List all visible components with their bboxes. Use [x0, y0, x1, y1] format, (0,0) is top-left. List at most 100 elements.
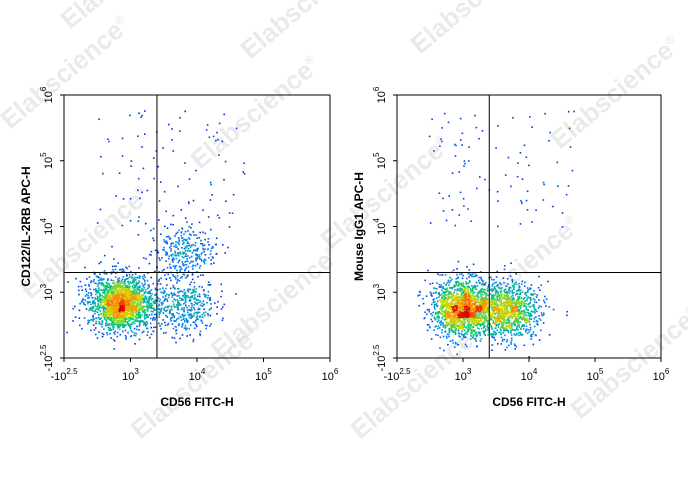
event-dot — [171, 308, 173, 311]
event-dot — [485, 316, 487, 318]
event-dot — [523, 325, 525, 328]
event-dot — [175, 276, 177, 279]
event-dot — [128, 303, 131, 305]
event-dot — [146, 314, 148, 316]
event-dot — [138, 288, 140, 291]
event-dot — [113, 303, 116, 305]
event-dot — [143, 297, 146, 300]
event-dot — [135, 319, 137, 322]
event-dot — [185, 304, 187, 306]
event-dot — [529, 315, 531, 318]
event-dot — [93, 288, 95, 291]
event-dot — [489, 303, 492, 306]
event-dot — [95, 293, 97, 296]
event-dot — [106, 295, 108, 298]
event-dot — [430, 292, 433, 295]
event-dot — [465, 314, 467, 317]
event-dot — [180, 234, 183, 237]
event-dot — [175, 244, 177, 246]
event-dot — [104, 300, 106, 303]
event-dot — [198, 293, 201, 296]
event-dot — [223, 303, 226, 306]
event-dot — [139, 311, 141, 314]
event-dot — [183, 289, 186, 291]
event-dot — [455, 302, 457, 304]
event-dot — [170, 245, 172, 247]
event-dot — [525, 308, 528, 311]
event-dot — [141, 289, 143, 292]
event-dot — [117, 294, 119, 297]
event-dot — [511, 317, 514, 319]
event-dot — [435, 334, 437, 336]
event-dot — [143, 284, 145, 286]
event-dot — [165, 251, 167, 253]
event-dot — [124, 301, 126, 304]
event-dot — [206, 248, 209, 251]
event-dot — [99, 282, 101, 284]
event-dot — [490, 299, 492, 301]
event-dot — [495, 332, 498, 335]
event-dot — [105, 273, 108, 275]
event-dot — [133, 322, 136, 325]
event-dot — [458, 299, 461, 301]
event-dot — [193, 249, 195, 251]
event-dot — [96, 305, 98, 308]
event-dot — [504, 291, 506, 294]
event-dot — [130, 293, 133, 295]
event-dot — [173, 292, 175, 295]
event-dot — [447, 299, 449, 301]
event-dot — [176, 280, 179, 282]
event-dot — [126, 307, 129, 309]
event-dot — [120, 301, 122, 303]
event-dot — [114, 265, 116, 267]
event-dot — [511, 285, 514, 287]
event-dot — [431, 320, 434, 323]
event-dot — [462, 325, 464, 328]
event-dot — [525, 314, 528, 317]
event-dot — [478, 328, 480, 330]
event-dot — [469, 303, 472, 306]
event-dot — [466, 316, 468, 318]
event-dot — [473, 308, 475, 310]
event-dot — [136, 306, 139, 309]
event-dot — [468, 280, 471, 282]
event-dot — [199, 265, 202, 267]
event-dot — [482, 297, 484, 300]
event-dot — [133, 304, 135, 307]
event-dot — [518, 297, 521, 300]
event-dot — [181, 276, 183, 278]
event-dot — [446, 282, 448, 284]
event-dot — [502, 314, 504, 316]
event-dot — [203, 303, 205, 306]
event-dot — [501, 309, 504, 312]
event-dot — [183, 264, 186, 266]
event-dot — [124, 320, 127, 322]
event-dot — [456, 280, 458, 283]
event-dot — [534, 312, 536, 314]
event-dot — [436, 312, 438, 315]
event-dot — [185, 247, 188, 249]
event-dot — [510, 314, 513, 317]
event-dot — [478, 290, 480, 293]
event-dot — [505, 319, 508, 321]
event-dot — [177, 304, 179, 307]
event-dot — [95, 322, 97, 325]
event-dot — [481, 311, 483, 313]
event-dot — [177, 237, 180, 239]
event-dot — [135, 290, 137, 292]
event-dot — [486, 298, 489, 300]
event-dot — [89, 308, 91, 310]
event-dot — [147, 284, 149, 286]
event-dot — [210, 263, 213, 265]
event-dot — [529, 323, 531, 326]
event-dot — [127, 296, 130, 298]
event-dot — [504, 297, 506, 299]
event-dot — [166, 267, 169, 269]
event-dot — [116, 331, 119, 334]
event-dot — [439, 308, 441, 310]
event-dot — [84, 304, 87, 306]
event-dot — [449, 292, 452, 294]
event-dot — [195, 302, 197, 305]
event-dot — [158, 311, 160, 313]
event-dot — [122, 289, 125, 291]
